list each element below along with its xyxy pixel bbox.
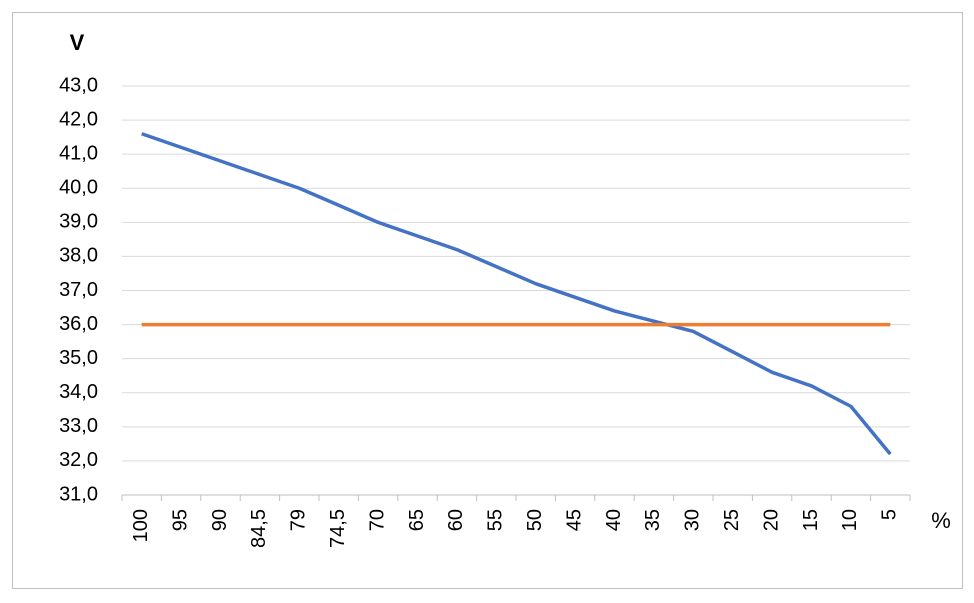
x-tick-label: 50 — [524, 509, 546, 531]
x-tick-label: 35 — [642, 509, 664, 531]
x-tick-label: 55 — [485, 509, 507, 531]
x-tick-label: 15 — [800, 509, 822, 531]
x-tick-label: 60 — [445, 509, 467, 531]
x-tick-label: 25 — [721, 509, 743, 531]
x-tick-label: 79 — [288, 509, 310, 531]
x-tick-label: 45 — [563, 509, 585, 531]
y-tick-label: 34,0 — [59, 381, 98, 403]
x-tick-label: 5 — [879, 509, 901, 520]
y-axis-label: V — [70, 30, 85, 55]
x-tick-label: 100 — [130, 509, 152, 542]
y-tick-label: 43,0 — [59, 74, 98, 96]
y-tick-label: 33,0 — [59, 415, 98, 437]
x-tick-label: 84,5 — [248, 509, 270, 548]
x-tick-label: 30 — [682, 509, 704, 531]
x-tick-label: 10 — [839, 509, 861, 531]
y-tick-label: 32,0 — [59, 449, 98, 471]
y-tick-label: 41,0 — [59, 142, 98, 164]
y-tick-label: 31,0 — [59, 483, 98, 505]
y-tick-label: 36,0 — [59, 313, 98, 335]
x-axis-label: % — [931, 508, 951, 533]
y-tick-label: 40,0 — [59, 177, 98, 199]
series-line — [141, 132, 892, 456]
y-tick-label: 37,0 — [59, 279, 98, 301]
y-tick-label: 35,0 — [59, 347, 98, 369]
x-tick-label: 95 — [169, 509, 191, 531]
x-tick-label: 65 — [406, 509, 428, 531]
x-tick-label: 20 — [760, 509, 782, 531]
y-tick-label: 42,0 — [59, 108, 98, 130]
y-tick-label: 39,0 — [59, 211, 98, 233]
chart-border — [12, 12, 963, 589]
x-tick-label: 70 — [366, 509, 388, 531]
x-tick-label: 90 — [209, 509, 231, 531]
y-tick-label: 38,0 — [59, 245, 98, 267]
x-tick-label: 40 — [603, 509, 625, 531]
x-tick-label: 74,5 — [327, 509, 349, 548]
